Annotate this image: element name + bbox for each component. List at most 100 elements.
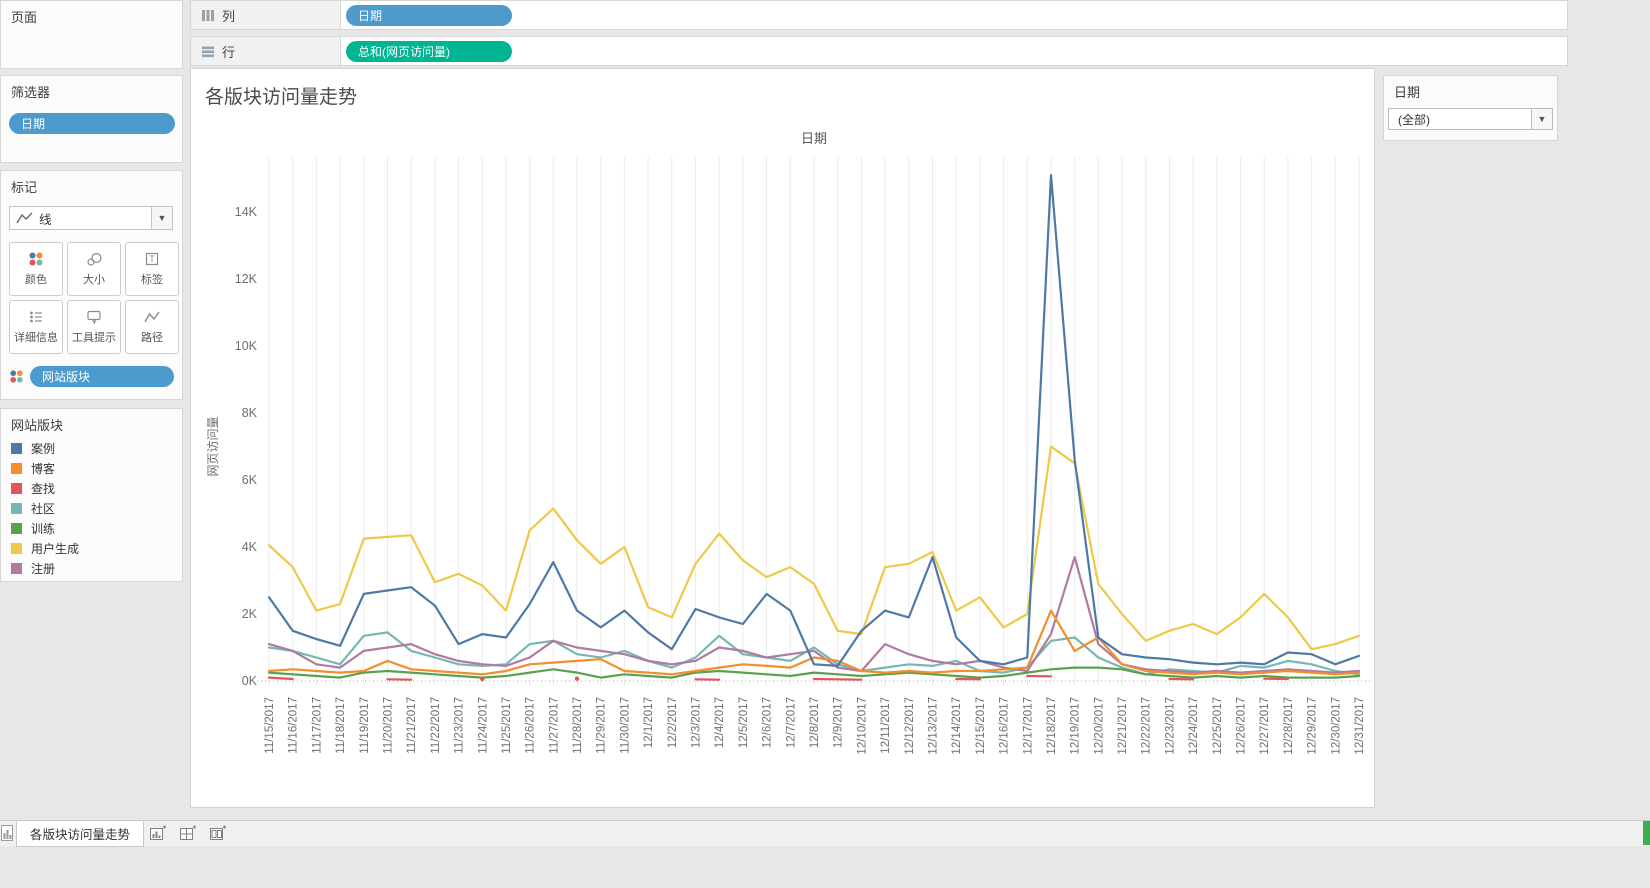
quick-filter-dropdown[interactable]: (全部) ▼ [1388, 108, 1553, 130]
svg-text:12/17/2017: 12/17/2017 [1022, 697, 1034, 755]
scrollbar-thumb[interactable] [1643, 821, 1650, 845]
svg-text:12/29/2017: 12/29/2017 [1307, 697, 1319, 755]
legend-title: 网站版块 [11, 418, 64, 433]
svg-text:12/11/2017: 12/11/2017 [880, 697, 892, 754]
svg-text:12/8/2017: 12/8/2017 [809, 697, 821, 748]
columns-shelf[interactable]: 列 日期 [190, 0, 1568, 30]
legend-swatch [11, 442, 22, 454]
worksheet-view[interactable]: 各版块访问量走势 0K 2K 4K 6K 8K 10K 12K 14K 日期 网页访问量 11/15… [190, 68, 1375, 808]
svg-text:12/16/2017: 12/16/2017 [999, 697, 1011, 755]
filters-shelf-title: 筛选器 [11, 85, 51, 100]
columns-shelf-content[interactable]: 日期 [341, 1, 1567, 29]
size-button[interactable]: 大小 [67, 242, 121, 296]
color-button[interactable]: 颜色 [9, 242, 63, 296]
svg-text:12/21/2017: 12/21/2017 [1117, 697, 1129, 755]
color-dots-icon [29, 252, 43, 266]
legend-item[interactable]: 注册 [1, 558, 182, 578]
legend-label: 案例 [31, 441, 56, 456]
svg-text:11/18/2017: 11/18/2017 [335, 697, 347, 754]
color-button-label: 颜色 [25, 274, 47, 286]
svg-text:11/30/2017: 11/30/2017 [619, 697, 631, 754]
svg-text:11/24/2017: 11/24/2017 [477, 697, 489, 754]
svg-text:12/9/2017: 12/9/2017 [833, 697, 845, 748]
svg-text:12/30/2017: 12/30/2017 [1330, 697, 1342, 755]
pages-shelf[interactable]: 页面 [0, 0, 183, 69]
marks-pill-site-section[interactable]: 网站版块 [30, 366, 174, 387]
svg-text:11/16/2017: 11/16/2017 [288, 697, 300, 754]
svg-text:12/25/2017: 12/25/2017 [1212, 697, 1224, 755]
svg-text:12/23/2017: 12/23/2017 [1164, 697, 1176, 755]
tooltip-button[interactable]: 工具提示 [67, 300, 121, 354]
svg-text:14K: 14K [235, 205, 258, 219]
svg-text:12/28/2017: 12/28/2017 [1283, 697, 1295, 755]
tab-active-sheet[interactable]: 各版块访问量走势 [16, 821, 145, 847]
legend-item[interactable]: 博客 [1, 458, 182, 478]
path-button[interactable]: 路径 [125, 300, 179, 354]
detail-button-label: 详细信息 [14, 332, 58, 344]
legend-swatch [11, 502, 22, 514]
size-button-label: 大小 [83, 274, 105, 286]
svg-text:12/2/2017: 12/2/2017 [667, 697, 679, 748]
new-worksheet-icon[interactable] [149, 825, 167, 843]
columns-pill-date[interactable]: 日期 [346, 4, 512, 26]
path-icon [144, 311, 160, 323]
legend-item[interactable]: 查找 [1, 478, 182, 498]
color-legend: 网站版块 案例 博客 查找 社区 训练 用户生成 注册 [0, 408, 183, 582]
svg-text:11/22/2017: 11/22/2017 [430, 697, 442, 754]
svg-text:12/3/2017: 12/3/2017 [691, 697, 703, 748]
svg-text:12/12/2017: 12/12/2017 [904, 697, 916, 755]
svg-text:0K: 0K [242, 674, 258, 688]
rows-pill-sum-pageviews[interactable]: 总和(网页访问量) [346, 40, 512, 62]
new-story-icon[interactable] [209, 825, 227, 843]
filters-shelf[interactable]: 筛选器 日期 [0, 75, 183, 163]
marks-buttons: 颜色 大小 T 标签 [9, 242, 179, 354]
svg-text:10K: 10K [235, 339, 258, 353]
svg-text:11/27/2017: 11/27/2017 [548, 697, 560, 754]
svg-text:12/18/2017: 12/18/2017 [1046, 697, 1058, 755]
rows-shelf[interactable]: 行 总和(网页访问量) [190, 36, 1568, 66]
svg-text:11/28/2017: 11/28/2017 [572, 697, 584, 754]
text-label-icon: T [145, 252, 159, 266]
svg-text:12/13/2017: 12/13/2017 [928, 697, 940, 755]
chevron-down-icon[interactable]: ▼ [1531, 109, 1552, 129]
svg-text:12/31/2017: 12/31/2017 [1354, 697, 1366, 755]
legend-swatch [11, 482, 22, 494]
marks-card-title: 标记 [11, 180, 38, 195]
svg-text:12/19/2017: 12/19/2017 [1070, 697, 1082, 755]
rows-shelf-content[interactable]: 总和(网页访问量) [341, 37, 1567, 65]
worksheet-mini-icon[interactable] [1, 825, 13, 841]
legend-item[interactable]: 案例 [1, 438, 182, 458]
pages-shelf-title: 页面 [11, 10, 38, 25]
legend-item[interactable]: 社区 [1, 498, 182, 518]
detail-icon [30, 311, 42, 323]
new-dashboard-icon[interactable] [179, 825, 197, 843]
svg-text:12/14/2017: 12/14/2017 [951, 697, 963, 755]
svg-text:12/20/2017: 12/20/2017 [1093, 697, 1105, 755]
legend-swatch [11, 462, 22, 474]
chevron-down-icon[interactable]: ▼ [151, 207, 172, 229]
label-button[interactable]: T 标签 [125, 242, 179, 296]
legend-item[interactable]: 训练 [1, 518, 182, 538]
svg-text:12/5/2017: 12/5/2017 [738, 697, 750, 748]
size-icon [87, 252, 102, 266]
tooltip-icon [87, 310, 101, 325]
sheet-tab-bar: 各版块访问量走势 [0, 820, 1650, 847]
label-button-label: 标签 [141, 274, 163, 286]
marks-pill-row: 网站版块 [9, 366, 174, 387]
legend-item[interactable]: 用户生成 [1, 538, 182, 558]
filter-pill-date[interactable]: 日期 [9, 113, 175, 134]
svg-text:11/17/2017: 11/17/2017 [311, 697, 323, 754]
detail-button[interactable]: 详细信息 [9, 300, 63, 354]
legend-swatch [11, 522, 22, 534]
svg-text:12/15/2017: 12/15/2017 [975, 697, 987, 755]
svg-text:11/15/2017: 11/15/2017 [264, 697, 276, 754]
line-chart-icon [16, 212, 33, 224]
mark-type-dropdown[interactable]: 线 ▼ [9, 206, 173, 230]
legend-label: 注册 [31, 561, 56, 576]
svg-text:12/6/2017: 12/6/2017 [762, 697, 774, 748]
rows-shelf-label: 行 [191, 37, 341, 65]
svg-text:4K: 4K [242, 540, 258, 554]
marks-card: 标记 线 ▼ 颜色 大小 [0, 170, 183, 400]
